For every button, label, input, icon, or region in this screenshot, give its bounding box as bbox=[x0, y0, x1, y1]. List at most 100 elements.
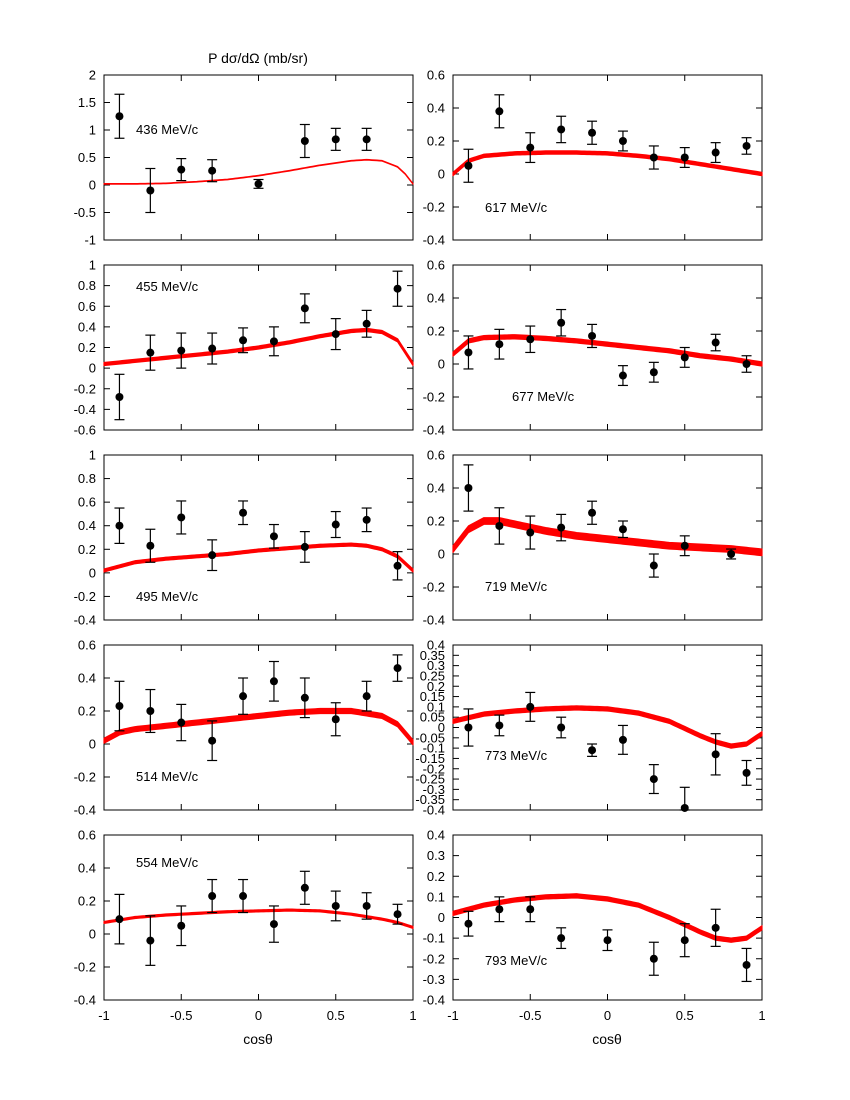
data-point bbox=[331, 520, 340, 529]
data-point bbox=[208, 892, 217, 901]
data-point bbox=[362, 901, 371, 910]
y-tick-label: 0.2 bbox=[427, 514, 445, 529]
y-tick-label: 0 bbox=[438, 167, 445, 182]
y-tick-label: 0.6 bbox=[78, 638, 96, 653]
data-point bbox=[115, 915, 124, 924]
data-point bbox=[557, 723, 566, 732]
y-tick-label: 1 bbox=[89, 123, 96, 138]
x-tick-label: -1 bbox=[447, 1008, 459, 1023]
data-point bbox=[557, 318, 566, 327]
y-tick-label: -0.2 bbox=[423, 761, 445, 776]
momentum-label: 455 MeV/c bbox=[136, 279, 199, 294]
theory-band bbox=[103, 158, 414, 185]
data-point bbox=[680, 541, 689, 550]
data-point bbox=[464, 723, 473, 732]
data-point bbox=[588, 508, 597, 517]
y-tick-label: 0 bbox=[89, 737, 96, 752]
y-tick-label: -0.4 bbox=[74, 402, 96, 417]
data-point bbox=[711, 923, 720, 932]
y-tick-label: 0.1 bbox=[427, 889, 445, 904]
data-point bbox=[495, 721, 504, 730]
y-tick-label: 0 bbox=[438, 720, 445, 735]
theory-band bbox=[103, 542, 414, 573]
y-tick-label: 0.4 bbox=[427, 291, 445, 306]
data-point bbox=[208, 344, 217, 353]
data-point bbox=[495, 340, 504, 349]
data-point bbox=[177, 346, 186, 355]
momentum-label: 773 MeV/c bbox=[485, 748, 548, 763]
data-point bbox=[362, 135, 371, 144]
y-tick-label: 0.35 bbox=[420, 648, 445, 663]
data-point bbox=[464, 348, 473, 357]
y-tick-label: -0.05 bbox=[415, 730, 445, 745]
data-point bbox=[495, 905, 504, 914]
y-tick-label: 0.2 bbox=[78, 542, 96, 557]
data-point bbox=[146, 936, 155, 945]
y-tick-label: 0.4 bbox=[427, 481, 445, 496]
theory-band bbox=[452, 150, 763, 177]
y-tick-label: -0.1 bbox=[423, 741, 445, 756]
x-tick-label: 0 bbox=[255, 1008, 262, 1023]
panel-436-mev-c: -1 -0.5 0 0.5 1 1.5 2 436 MeV/c bbox=[74, 68, 414, 248]
y-tick-label: 0.6 bbox=[78, 828, 96, 843]
data-point bbox=[393, 664, 402, 673]
data-point bbox=[146, 348, 155, 357]
y-tick-label: 0.3 bbox=[427, 658, 445, 673]
data-point bbox=[618, 525, 627, 534]
x-tick-label: 1 bbox=[758, 1008, 765, 1023]
data-point bbox=[177, 921, 186, 930]
data-point bbox=[331, 715, 340, 724]
data-point bbox=[115, 393, 124, 401]
data-point bbox=[649, 954, 658, 963]
data-point bbox=[393, 561, 402, 570]
y-tick-label: 0.1 bbox=[427, 699, 445, 714]
y-tick-label: -0.1 bbox=[423, 931, 445, 946]
y-tick-label: 0.6 bbox=[427, 68, 445, 83]
y-tick-label: 0.15 bbox=[420, 689, 445, 704]
panel-617-mev-c: -0.4 -0.2 0 0.2 0.4 0.6 617 MeV/c bbox=[423, 68, 763, 248]
data-point bbox=[254, 179, 263, 188]
data-point bbox=[649, 775, 658, 784]
y-tick-label: -0.25 bbox=[415, 772, 445, 787]
data-point bbox=[618, 137, 627, 145]
y-tick-label: 0.4 bbox=[427, 828, 445, 843]
data-point bbox=[362, 319, 371, 328]
y-tick-label: 0.6 bbox=[78, 299, 96, 314]
y-tick-label: 0.6 bbox=[427, 448, 445, 463]
data-point bbox=[588, 746, 597, 755]
data-point bbox=[362, 692, 371, 701]
data-point bbox=[239, 892, 248, 901]
x-tick-label: 1 bbox=[409, 1008, 416, 1023]
data-point bbox=[649, 561, 658, 570]
data-point bbox=[557, 523, 566, 532]
data-point bbox=[526, 905, 535, 914]
panel-554-mev-c: -0.4 -0.2 0 0.2 0.4 0.6 -1 -0.5 0 0.5 1 554 MeV/c bbox=[74, 828, 417, 1024]
y-tick-label: 2 bbox=[89, 68, 96, 83]
momentum-label: 677 MeV/c bbox=[512, 389, 575, 404]
y-tick-label: 0 bbox=[438, 357, 445, 372]
y-tick-label: 0 bbox=[89, 565, 96, 580]
momentum-label: 793 MeV/c bbox=[485, 953, 548, 968]
data-point bbox=[269, 337, 278, 346]
x-tick-label: -0.5 bbox=[519, 1008, 541, 1023]
y-tick-label: -0.15 bbox=[415, 751, 445, 766]
panel-719-mev-c: -0.4 -0.2 0 0.2 0.4 0.6 719 MeV/c bbox=[423, 448, 763, 628]
y-tick-label: -1 bbox=[84, 233, 96, 248]
data-point bbox=[711, 750, 720, 759]
data-point bbox=[146, 186, 155, 195]
y-tick-label: 1 bbox=[89, 448, 96, 463]
data-point bbox=[742, 360, 751, 368]
data-point bbox=[557, 934, 566, 943]
y-tick-label: 0.4 bbox=[78, 861, 96, 876]
data-point bbox=[208, 736, 217, 745]
data-point bbox=[177, 513, 186, 522]
data-point bbox=[588, 128, 597, 137]
y-tick-label: 0.5 bbox=[78, 150, 96, 165]
data-point bbox=[727, 550, 736, 558]
data-point bbox=[239, 692, 248, 701]
data-point bbox=[464, 161, 473, 170]
y-tick-label: 0.2 bbox=[78, 894, 96, 909]
data-point bbox=[146, 707, 155, 715]
y-tick-label: 1 bbox=[89, 258, 96, 273]
data-point bbox=[526, 702, 535, 711]
